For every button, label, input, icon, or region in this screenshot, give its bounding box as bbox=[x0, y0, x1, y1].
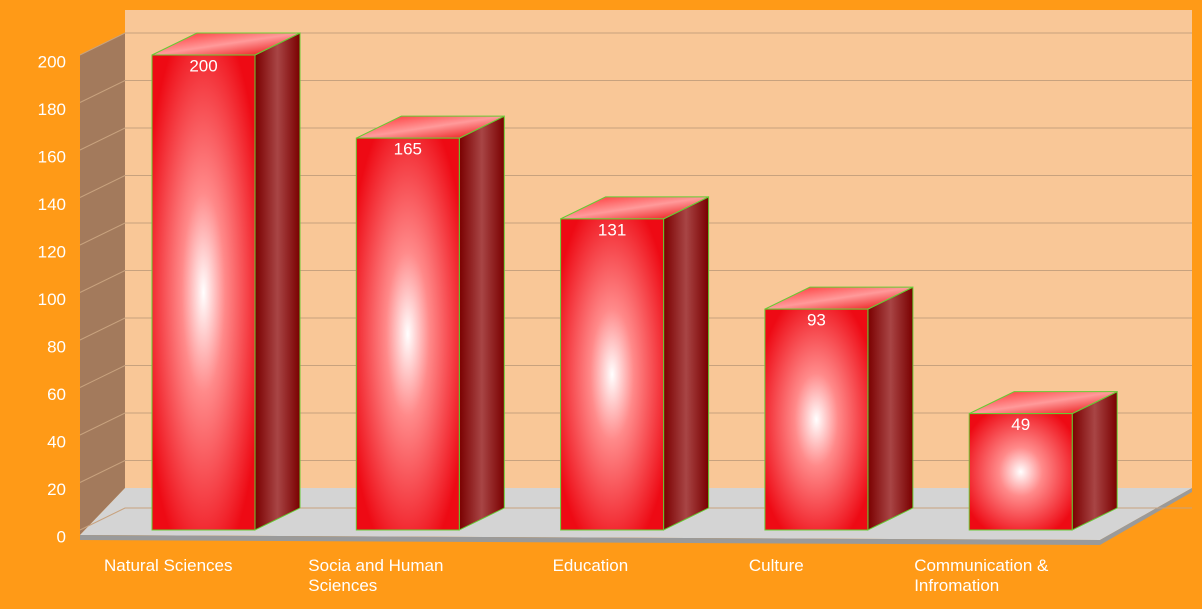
data-label: 49 bbox=[1011, 415, 1030, 434]
y-tick-label: 200 bbox=[38, 52, 66, 71]
y-tick-label: 40 bbox=[47, 432, 66, 451]
bar-front bbox=[764, 308, 869, 531]
bar bbox=[151, 32, 301, 531]
bars bbox=[151, 32, 1118, 531]
y-tick-label: 120 bbox=[38, 242, 66, 261]
grid-line bbox=[79, 270, 1192, 293]
y-tick-label: 180 bbox=[38, 100, 66, 119]
y-tick-label: 60 bbox=[47, 385, 66, 404]
y-tick-label: 20 bbox=[47, 480, 66, 499]
grid-line bbox=[79, 175, 1192, 198]
bar-front bbox=[560, 218, 665, 531]
bar bbox=[764, 286, 914, 531]
bar bbox=[968, 390, 1118, 531]
bar-side bbox=[663, 196, 710, 531]
grid-line bbox=[79, 127, 1192, 151]
x-tick-label: Natural Sciences bbox=[104, 556, 233, 575]
data-label: 131 bbox=[598, 220, 626, 239]
bar-side bbox=[867, 286, 914, 531]
y-tick-label: 0 bbox=[57, 527, 66, 546]
side-wall bbox=[80, 33, 125, 535]
data-label: 165 bbox=[394, 140, 422, 159]
bar-front bbox=[968, 413, 1073, 531]
x-tick-label: Education bbox=[552, 556, 629, 575]
y-tick-label: 80 bbox=[47, 337, 66, 356]
bar-front bbox=[151, 54, 256, 531]
bar bbox=[355, 115, 505, 531]
x-tick-label: Socia and Human Sciences bbox=[308, 556, 444, 595]
bar bbox=[560, 196, 710, 531]
y-tick-label: 160 bbox=[38, 147, 66, 166]
bar-side bbox=[458, 115, 505, 531]
floor-edge bbox=[80, 488, 1192, 545]
y-tick-label: 100 bbox=[38, 290, 66, 309]
x-tick-label: Communication & Infromation bbox=[914, 556, 1049, 595]
grid-line bbox=[79, 222, 1192, 246]
grid-line bbox=[79, 80, 1192, 103]
bar-side bbox=[254, 32, 301, 531]
bar-front bbox=[355, 137, 460, 531]
bar-side bbox=[1071, 390, 1118, 531]
data-label: 93 bbox=[807, 311, 826, 330]
x-tick-label: Culture bbox=[748, 556, 804, 575]
grid-line bbox=[79, 32, 1192, 56]
data-label: 200 bbox=[189, 56, 217, 75]
y-tick-label: 140 bbox=[38, 195, 66, 214]
